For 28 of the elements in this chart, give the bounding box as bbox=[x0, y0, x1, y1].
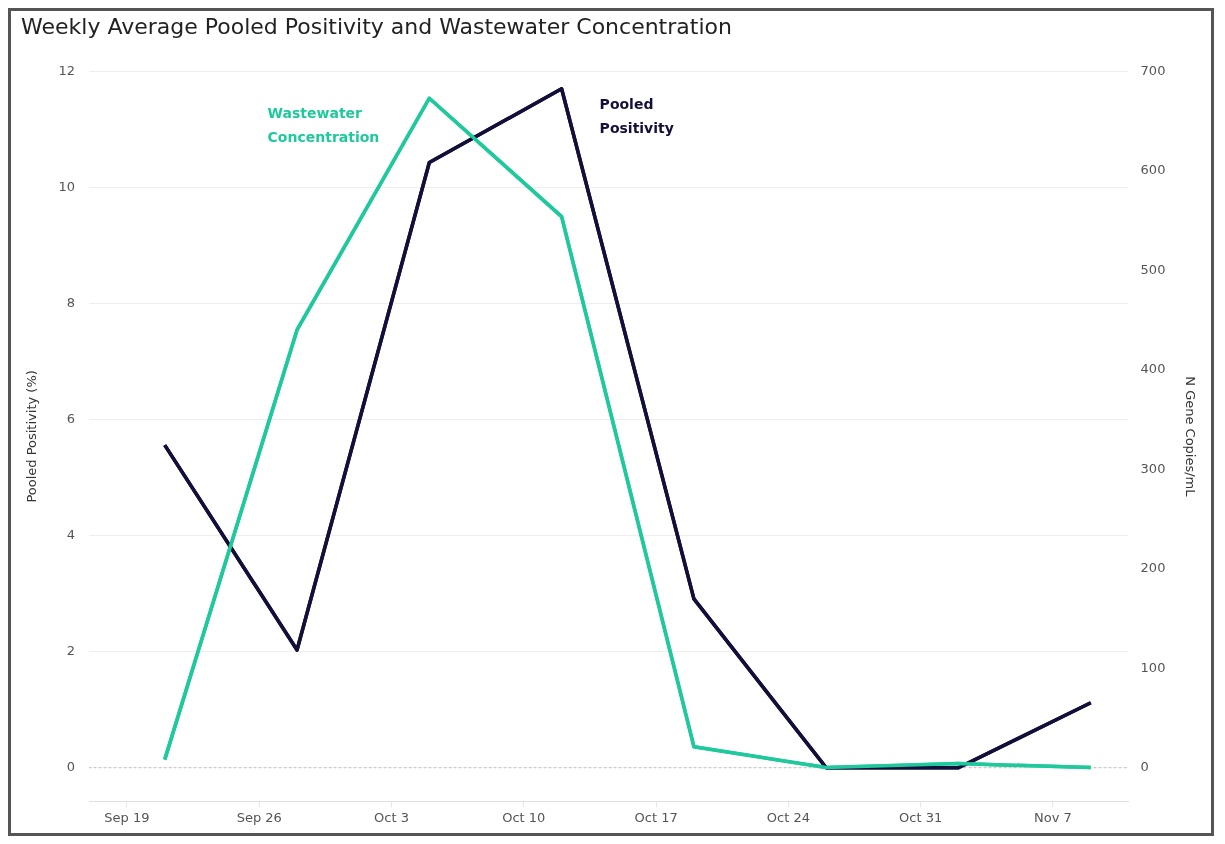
chart-title: Weekly Average Pooled Positivity and Wastewater Concentration bbox=[21, 13, 732, 39]
y-tick-label: 12 bbox=[58, 62, 76, 78]
y2-tick-label: 400 bbox=[1140, 361, 1166, 377]
y2-tick-label: 700 bbox=[1140, 62, 1166, 78]
y2-tick-label: 300 bbox=[1140, 460, 1166, 476]
y-tick-label: 8 bbox=[66, 294, 76, 310]
y2-tick-label: 0 bbox=[1140, 758, 1149, 774]
x-tick-label: Oct 31 bbox=[899, 809, 943, 825]
y2-tick-label: 500 bbox=[1140, 261, 1166, 277]
x-tick-label: Oct 24 bbox=[766, 809, 810, 825]
x-tick-label: Nov 7 bbox=[1034, 809, 1072, 825]
y2-tick-label: 100 bbox=[1140, 659, 1166, 675]
x-tick-label: Oct 3 bbox=[374, 809, 409, 825]
y2-tick-label: 200 bbox=[1140, 560, 1166, 576]
series-label: Pooled Positivity bbox=[599, 95, 674, 136]
series-label: Wastewater Concentration bbox=[267, 105, 380, 146]
x-tick-label: Sep 19 bbox=[104, 809, 150, 825]
x-tick-label: Oct 17 bbox=[634, 809, 678, 825]
x-tick-label: Sep 26 bbox=[236, 809, 282, 825]
y-tick-label: 0 bbox=[66, 759, 76, 775]
y-tick-label: 10 bbox=[58, 178, 76, 194]
y-tick-label: 2 bbox=[66, 643, 76, 659]
x-tick-label: Oct 10 bbox=[502, 809, 546, 825]
y2-axis-title: N Gene Copies/mL bbox=[1182, 376, 1198, 498]
y2-tick-label: 600 bbox=[1140, 162, 1166, 178]
y-tick-label: 6 bbox=[66, 410, 76, 426]
y-axis-title: Pooled Positivity (%) bbox=[24, 370, 40, 503]
y-tick-label: 4 bbox=[66, 527, 76, 542]
